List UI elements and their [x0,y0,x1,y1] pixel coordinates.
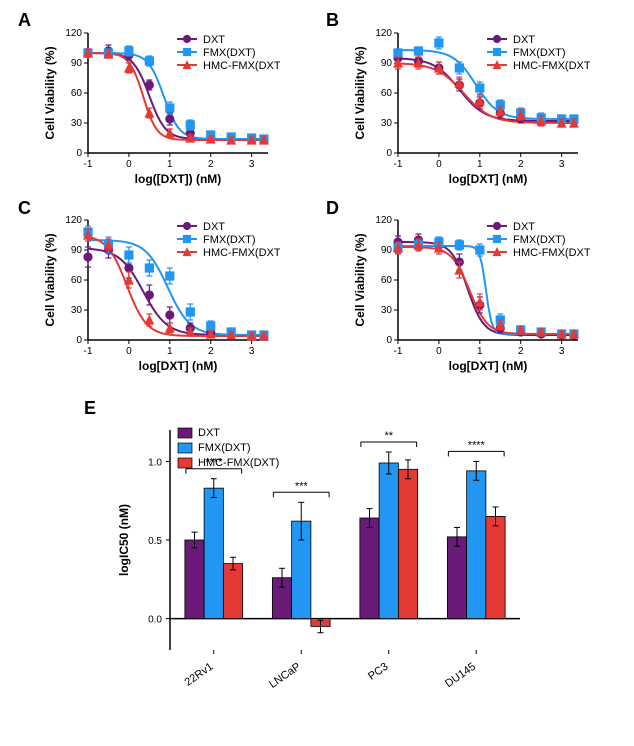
svg-text:HMC-FMX(DXT): HMC-FMX(DXT) [203,247,280,259]
svg-text:120: 120 [375,28,392,39]
svg-text:-1: -1 [84,346,93,357]
svg-text:FMX(DXT): FMX(DXT) [513,234,566,246]
svg-text:2: 2 [208,159,214,170]
svg-text:3: 3 [559,159,565,170]
svg-text:2: 2 [208,346,214,357]
svg-text:0: 0 [126,159,132,170]
svg-text:FMX(DXT): FMX(DXT) [198,442,251,454]
figure-root: { "colors": { "DXT": "#6a1b7a", "FMX": "… [0,0,634,746]
svg-text:1.0: 1.0 [148,457,162,468]
svg-text:HMC-FMX(DXT): HMC-FMX(DXT) [513,247,590,259]
panel-label-e: E [84,398,96,419]
svg-text:3: 3 [249,159,255,170]
svg-text:-1: -1 [394,346,403,357]
svg-text:DXT: DXT [203,34,225,46]
panel-label-c: C [18,198,31,219]
svg-text:log[DXT] (nM): log[DXT] (nM) [139,359,218,373]
svg-text:90: 90 [71,58,83,69]
svg-text:HMC-FMX(DXT): HMC-FMX(DXT) [513,60,590,72]
svg-text:DXT: DXT [513,34,535,46]
panel-c: -101230306090120log[DXT] (nM)Cell Viabil… [40,205,280,375]
svg-text:Cell Viability (%): Cell Viability (%) [353,46,367,139]
svg-text:0: 0 [386,335,392,346]
panel-d: -101230306090120log[DXT] (nM)Cell Viabil… [350,205,590,375]
svg-text:PC3: PC3 [366,661,390,683]
svg-text:log([DXT]) (nM): log([DXT]) (nM) [135,172,222,186]
svg-text:1: 1 [167,159,173,170]
svg-text:log[DXT] (nM): log[DXT] (nM) [449,359,528,373]
svg-text:3: 3 [249,346,255,357]
svg-text:90: 90 [381,245,393,256]
svg-text:1: 1 [167,346,173,357]
svg-text:120: 120 [65,215,82,226]
panel-label-a: A [18,10,31,31]
svg-text:120: 120 [65,28,82,39]
svg-text:-1: -1 [394,159,403,170]
svg-text:log[DXT] (nM): log[DXT] (nM) [449,172,528,186]
svg-text:60: 60 [381,88,393,99]
svg-text:90: 90 [381,58,393,69]
svg-text:0: 0 [126,346,132,357]
panel-label-d: D [326,198,339,219]
svg-text:0: 0 [76,148,82,159]
svg-text:120: 120 [375,215,392,226]
svg-text:FMX(DXT): FMX(DXT) [203,47,256,59]
svg-text:***: *** [295,480,309,492]
svg-text:****: **** [468,439,486,451]
svg-text:HMC-FMX(DXT): HMC-FMX(DXT) [198,457,279,469]
svg-text:60: 60 [71,275,83,286]
svg-text:2: 2 [518,159,524,170]
svg-text:90: 90 [71,245,83,256]
svg-text:30: 30 [71,305,83,316]
svg-text:HMC-FMX(DXT): HMC-FMX(DXT) [203,60,280,72]
svg-text:0: 0 [436,159,442,170]
svg-text:3: 3 [559,346,565,357]
svg-text:22Rv1: 22Rv1 [183,661,216,689]
panel-e: 0.0 0.5 1.0 logIC50 (nM) 22Rv1 **** LNCaP *** PC… [110,400,540,720]
svg-text:Cell Viability (%): Cell Viability (%) [43,233,57,326]
panel-a: -101230306090120log([DXT]) (nM)Cell Viab… [40,18,280,188]
svg-text:LNCaP: LNCaP [267,661,303,691]
svg-text:Cell Viability (%): Cell Viability (%) [43,46,57,139]
svg-text:-1: -1 [84,159,93,170]
svg-text:DXT: DXT [203,221,225,233]
svg-text:logIC50 (nM): logIC50 (nM) [117,504,131,576]
svg-text:30: 30 [71,118,83,129]
svg-text:2: 2 [518,346,524,357]
svg-text:**: ** [384,430,393,442]
svg-text:0: 0 [386,148,392,159]
svg-text:0.0: 0.0 [148,615,162,626]
svg-text:1: 1 [477,159,483,170]
svg-text:0: 0 [436,346,442,357]
panel-label-b: B [326,10,339,31]
svg-text:0: 0 [76,335,82,346]
svg-text:1: 1 [477,346,483,357]
svg-text:0.5: 0.5 [148,536,162,547]
svg-text:DU145: DU145 [443,661,478,690]
svg-text:60: 60 [71,88,83,99]
svg-text:FMX(DXT): FMX(DXT) [513,47,566,59]
svg-text:60: 60 [381,275,393,286]
svg-text:DXT: DXT [198,427,220,439]
panel-b: -101230306090120log[DXT] (nM)Cell Viabil… [350,18,590,188]
svg-text:DXT: DXT [513,221,535,233]
svg-text:30: 30 [381,305,393,316]
svg-text:30: 30 [381,118,393,129]
svg-text:Cell Viability (%): Cell Viability (%) [353,233,367,326]
svg-text:FMX(DXT): FMX(DXT) [203,234,256,246]
